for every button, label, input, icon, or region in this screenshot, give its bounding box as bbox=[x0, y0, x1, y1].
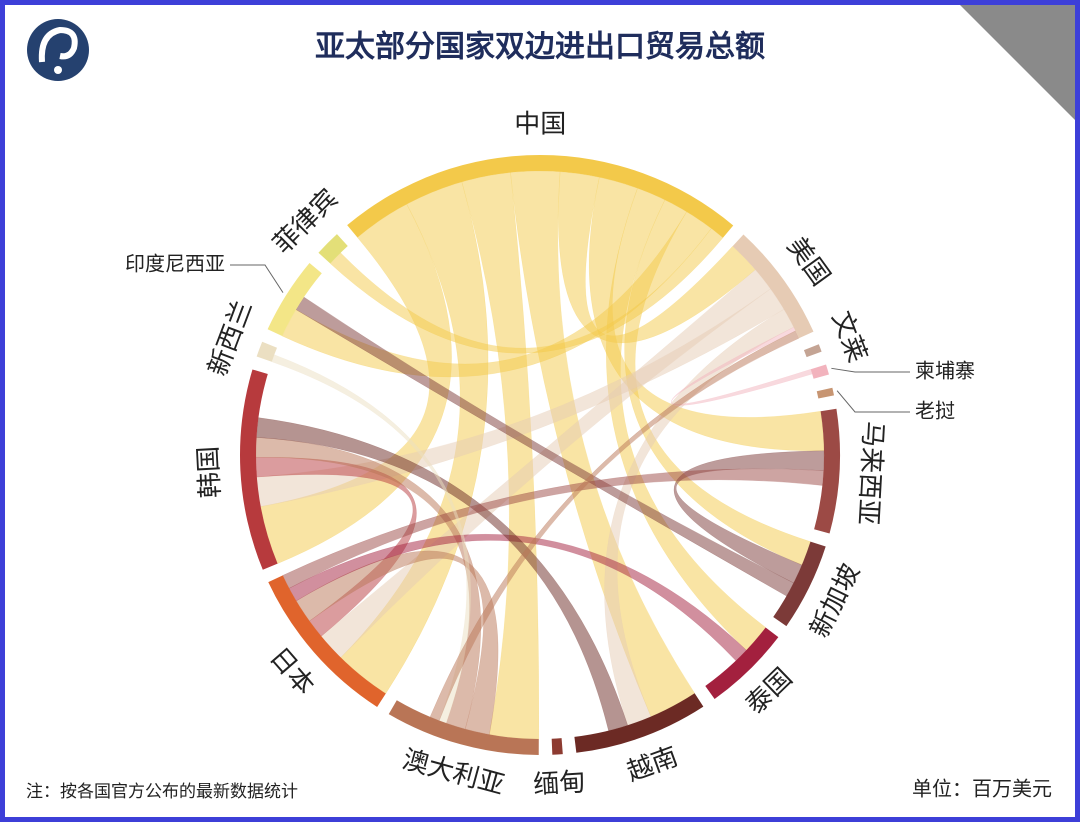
arc bbox=[574, 693, 704, 753]
arc bbox=[551, 738, 563, 755]
arc bbox=[347, 155, 734, 238]
leader-line bbox=[836, 390, 910, 413]
arc bbox=[732, 234, 814, 339]
category-label: 越南 bbox=[623, 742, 682, 788]
note: 注：按各国官方公布的最新数据统计 bbox=[26, 782, 298, 802]
arc bbox=[816, 387, 835, 399]
arc bbox=[810, 364, 829, 379]
category-label: 美国 bbox=[781, 232, 836, 292]
category-label: 印度尼西亚 bbox=[125, 252, 225, 276]
chart: 亚太部分国家双边进出口贸易总额 注：按各国官方公布的最新数据统计 单位：百万美元… bbox=[26, 5, 1075, 802]
ribbon bbox=[673, 450, 825, 584]
arc bbox=[318, 234, 348, 264]
arc bbox=[814, 408, 840, 534]
category-label: 新西兰 bbox=[203, 297, 259, 381]
leader-line bbox=[831, 367, 910, 373]
arc bbox=[240, 369, 278, 570]
arc bbox=[773, 541, 826, 627]
logo bbox=[27, 19, 89, 81]
category-label: 韩国 bbox=[194, 445, 227, 498]
ribbons bbox=[255, 170, 825, 740]
leader-line bbox=[230, 264, 284, 293]
arc bbox=[256, 341, 278, 362]
ribbon bbox=[510, 170, 695, 717]
chart-title: 亚太部分国家双边进出口贸易总额 bbox=[315, 30, 765, 65]
arc bbox=[267, 262, 322, 336]
category-label: 柬埔寨 bbox=[915, 359, 975, 383]
ribbon bbox=[260, 203, 452, 564]
arc bbox=[705, 627, 779, 699]
category-label: 马来西亚 bbox=[852, 420, 888, 526]
category-label: 缅甸 bbox=[532, 767, 586, 800]
category-label: 老挝 bbox=[915, 399, 955, 423]
category-label: 日本 bbox=[263, 642, 320, 701]
arc bbox=[268, 575, 386, 707]
arc bbox=[803, 344, 822, 358]
category-label: 澳大利亚 bbox=[399, 745, 507, 801]
unit: 单位：百万美元 bbox=[912, 777, 1052, 801]
ribbon bbox=[461, 172, 540, 740]
category-label: 中国 bbox=[514, 109, 566, 139]
category-label: 文莱 bbox=[825, 307, 872, 366]
corner-ribbon bbox=[960, 5, 1075, 120]
category-label: 泰国 bbox=[740, 663, 798, 721]
arc bbox=[388, 700, 539, 755]
